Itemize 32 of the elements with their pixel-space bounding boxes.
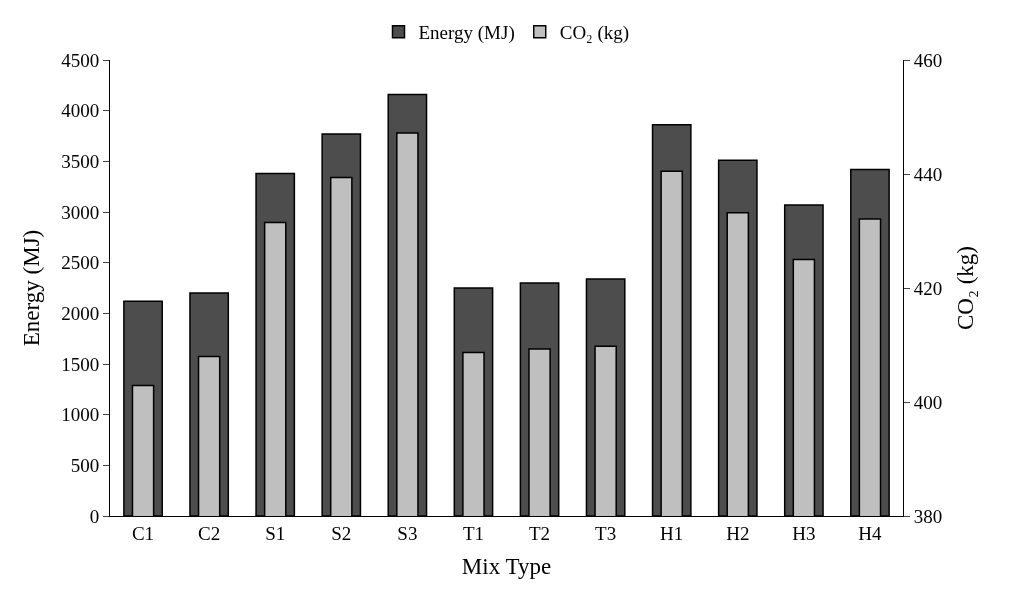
y2-tick-label: 460	[913, 49, 943, 71]
y2-tick-label: 400	[913, 391, 943, 413]
y-tick-label: 2500	[61, 252, 100, 274]
y-tick-label: 3500	[61, 150, 100, 172]
legend-label: CO₂ (kg)	[559, 22, 630, 45]
y2-tick-label: 380	[913, 505, 943, 527]
x-tick-label: H4	[858, 522, 883, 544]
y-tick-label: 500	[70, 454, 100, 476]
y-tick-label: 4000	[61, 100, 100, 122]
x-tick-label: T3	[595, 522, 617, 544]
y-tick-label: 2000	[61, 302, 100, 324]
x-tick-label: S1	[265, 522, 286, 544]
y-tick-label: 1000	[61, 404, 100, 426]
y2-axis-title: CO₂ (kg)	[952, 245, 978, 331]
x-tick-label: H1	[660, 522, 684, 544]
y-axis-title: Energy (MJ)	[18, 229, 44, 347]
x-tick-label: C1	[131, 522, 155, 544]
y2-tick-label: 420	[913, 277, 943, 299]
x-tick-label: S2	[331, 522, 352, 544]
x-tick-label: S3	[397, 522, 418, 544]
x-tick-label: H2	[726, 522, 750, 544]
y2-tick-label: 440	[913, 163, 943, 185]
x-tick-label: T2	[528, 522, 551, 544]
x-tick-label: H3	[792, 522, 816, 544]
y-tick-label: 0	[89, 505, 100, 527]
legend-label: Energy (MJ)	[418, 22, 515, 45]
y-tick-label: 3000	[61, 201, 100, 223]
x-tick-label: C2	[198, 522, 221, 544]
x-axis-title: Mix Type	[461, 554, 552, 580]
x-tick-label: T1	[462, 522, 485, 544]
y-tick-label: 4500	[61, 49, 100, 71]
y-tick-label: 1500	[61, 353, 100, 375]
